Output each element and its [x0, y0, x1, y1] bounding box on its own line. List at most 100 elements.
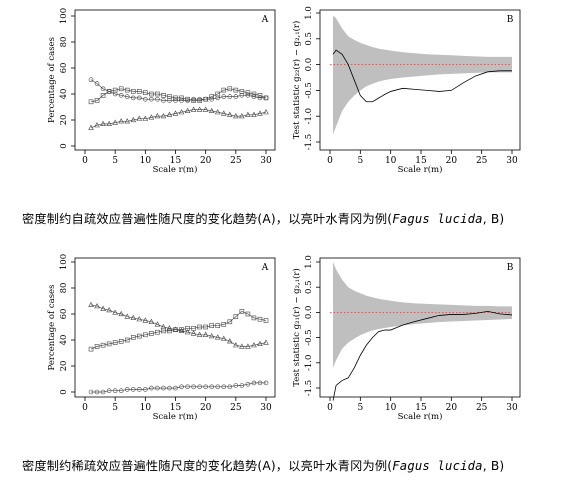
panel-bottom-A-series-2-point	[251, 380, 257, 386]
panel-top-A-series-0-point	[88, 77, 94, 82]
panel-top-B-xtick-label: 5	[357, 156, 363, 166]
panel-top-B-xtick-label: 25	[476, 156, 488, 166]
panel-bottom-B-ytick-label: -1.5	[304, 380, 314, 396]
panel-bottom-A-series-1-point	[167, 328, 172, 334]
panel-top-A-series-2-point	[178, 109, 185, 115]
panel-top-A-series-1-point	[137, 89, 142, 94]
panel-top-A-xtick-label: 20	[200, 156, 212, 166]
panel-top-A-ytick-label: 0	[59, 143, 69, 148]
panel-top-B-ytick-label: 1.0	[304, 6, 314, 20]
panel-top-A-series-1-point	[221, 87, 227, 93]
panel-bottom-A-series-1-point	[221, 322, 227, 327]
caption-bottom-text: 密度制约稀疏效应普遍性随尺度的变化趋势(A)，以亮叶水青冈为例(	[22, 459, 393, 473]
panel-top-A-frame	[74, 9, 276, 151]
panel-top-A-series-1-point	[155, 91, 160, 97]
panel-top-A-series-0-line	[90, 79, 266, 101]
panel-top-B-ytick-label: 0.0	[304, 58, 314, 72]
panel-bottom-A-series-1-point	[203, 324, 208, 330]
panel-bottom-A-frame	[74, 257, 276, 398]
panel-top-B-xtick-label: 15	[415, 156, 427, 166]
panel-bottom-A-series-0-point	[184, 329, 191, 335]
panel-bottom-A-series-0-point	[233, 342, 239, 348]
panel-bottom-A-series-1-point	[215, 323, 221, 329]
panel-bottom-A-xtick-label: 15	[170, 403, 182, 413]
panel-bottom-B-ytick-label: 0.5	[304, 280, 314, 294]
panel-top-A-series-2-point	[106, 120, 112, 126]
panel-top-A-series-0-point	[155, 96, 160, 102]
panel-top-B-ytick-label: 0.5	[304, 32, 314, 46]
panel-top-A-series-2-point	[239, 112, 245, 119]
panel-bottom-A-series-0-point	[136, 316, 143, 322]
panel-bottom-B-ylabel: Test statistic g₂₁(r) − g₂,₁(r)	[291, 268, 302, 387]
panel-top-A-xtick-label: 25	[230, 156, 242, 166]
panel-bottom-A-series-2-point	[173, 385, 178, 391]
panel-top-B-ytick-label: -1.0	[304, 108, 314, 124]
panel-top-A-series-1-point	[251, 91, 257, 97]
panel-top-A-series-0-point	[221, 94, 227, 99]
panel-bottom-A-series-0-point	[100, 305, 106, 311]
panel-top-A-series-2-point	[226, 111, 233, 117]
panel-top-A-series-0-point	[179, 98, 184, 103]
panel-bottom-A-series-1-point	[227, 319, 233, 325]
panel-bottom-A-xlabel: Scale r(m)	[153, 411, 198, 422]
panel-bottom-A-series-1-point	[197, 324, 202, 330]
panel-bottom-A-ytick-label: 0	[59, 389, 69, 394]
panel-top-A-series-1-point	[143, 90, 148, 95]
panel-bottom-A-series-2-point	[209, 384, 214, 390]
panel-top-B-xlabel: Scale r(m)	[398, 164, 443, 175]
panel-top-A-series-1-point	[179, 95, 184, 101]
panel-bottom-A-series-2-point	[118, 388, 124, 394]
panel-bottom-B-xtick-label: 20	[446, 403, 458, 413]
panel-bottom-A-series-2-point	[263, 380, 269, 386]
panel-bottom-B-xtick-label: 25	[476, 403, 488, 413]
panel-top-A-series-1-point	[257, 93, 263, 98]
panel-bottom-A-series-0-point	[106, 306, 112, 313]
panel-bottom-A-series-1-point	[245, 311, 251, 317]
panel-bottom-A-series-2-line	[91, 382, 266, 393]
panel-top-A-series-0-point	[161, 98, 166, 103]
panel-top-A-series-2-point	[263, 109, 269, 115]
panel-top-A-series-0-point	[94, 81, 100, 86]
panel-top-A-series-2-point	[118, 118, 125, 124]
panel-bottom-A-series-0-point	[196, 331, 203, 337]
panel-bottom-A-series-1-point	[179, 327, 184, 332]
panel-bottom-A-series-1-point	[155, 329, 160, 335]
panel-top-A-series-1-point	[227, 86, 233, 92]
panel-bottom-A-series-0-point	[257, 340, 263, 347]
panel-bottom-B-xtick-label: 15	[415, 403, 427, 413]
panel-bottom-A-series-0-point	[166, 325, 173, 331]
panel-top-A-series-0-point	[143, 96, 148, 102]
panel-bottom-A-series-0-point	[178, 327, 185, 334]
panel-bottom-A-panel-label: A	[261, 263, 269, 273]
panel-top-A-series-1-point	[191, 98, 196, 103]
panel-top-A-series-1-point	[94, 98, 100, 103]
panel-top-A-series-1-point	[88, 99, 94, 105]
panel-top-A-series-2-point	[233, 112, 239, 119]
panel-top-A-series-1-point	[149, 91, 154, 97]
panel-top-A-series-0-point	[251, 94, 257, 99]
panel-bottom-A-series-1-point	[149, 331, 154, 336]
panel-bottom-B-xlabel: Scale r(m)	[398, 411, 443, 422]
panel-top-A-series-2-point	[245, 111, 251, 117]
panel-bottom-A-series-0-point	[88, 301, 94, 308]
panel-top-A-series-1-point	[106, 89, 112, 94]
panel-bottom-A-series-1-point	[88, 346, 94, 352]
panel-top-A-series-2-point	[202, 106, 209, 112]
panel-top-A-series-1-point	[263, 95, 269, 101]
panel-bottom-B-ytick-label: 1.0	[304, 255, 314, 269]
panel-bottom-A-series-0-point	[148, 318, 155, 324]
panel-top-A-series-1-point	[197, 98, 202, 103]
panel-bottom-A-series-1-point	[130, 335, 136, 340]
panel-top-A-series-2-point	[136, 115, 143, 121]
panel-top-A-series-2-point	[142, 115, 149, 121]
panel-top-A-series-2-point	[257, 110, 263, 116]
panel-bottom-A-series-1-line	[90, 310, 267, 350]
panel-bottom-B-xtick-label: 10	[385, 403, 397, 413]
panel-top-A-series-0-point	[130, 95, 136, 101]
panel-bottom-A-series-2-point	[197, 384, 202, 390]
panel-bottom-A-series-2-point	[143, 387, 148, 392]
caption-top-species: Fagus lucida	[392, 212, 483, 226]
panel-top-A-xtick-label: 15	[170, 156, 182, 166]
panel-top-A-series-1-point	[112, 87, 118, 93]
